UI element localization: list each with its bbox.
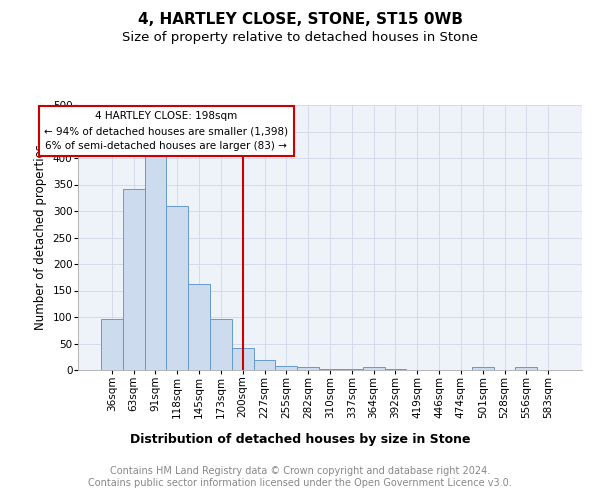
Text: Distribution of detached houses by size in Stone: Distribution of detached houses by size … (130, 432, 470, 446)
Bar (123, 188, 145, 370)
Bar (472, 368, 494, 370)
Bar (166, 206, 188, 370)
Bar (363, 367, 385, 370)
Text: 4 HARTLEY CLOSE: 198sqm
← 94% of detached houses are smaller (1,398)
6% of semi-: 4 HARTLEY CLOSE: 198sqm ← 94% of detache… (44, 112, 289, 151)
Y-axis label: Number of detached properties: Number of detached properties (34, 144, 47, 330)
Text: 4, HARTLEY CLOSE, STONE, ST15 0WB: 4, HARTLEY CLOSE, STONE, ST15 0WB (137, 12, 463, 28)
Text: Contains HM Land Registry data © Crown copyright and database right 2024.
Contai: Contains HM Land Registry data © Crown c… (88, 466, 512, 487)
Bar (188, 284, 210, 370)
Bar (297, 367, 319, 370)
Bar (210, 319, 232, 370)
Bar (145, 152, 166, 370)
Bar (254, 360, 275, 370)
Bar (515, 368, 537, 370)
Bar (101, 318, 123, 370)
Text: Size of property relative to detached houses in Stone: Size of property relative to detached ho… (122, 31, 478, 44)
Bar (275, 366, 297, 370)
Bar (232, 348, 254, 370)
